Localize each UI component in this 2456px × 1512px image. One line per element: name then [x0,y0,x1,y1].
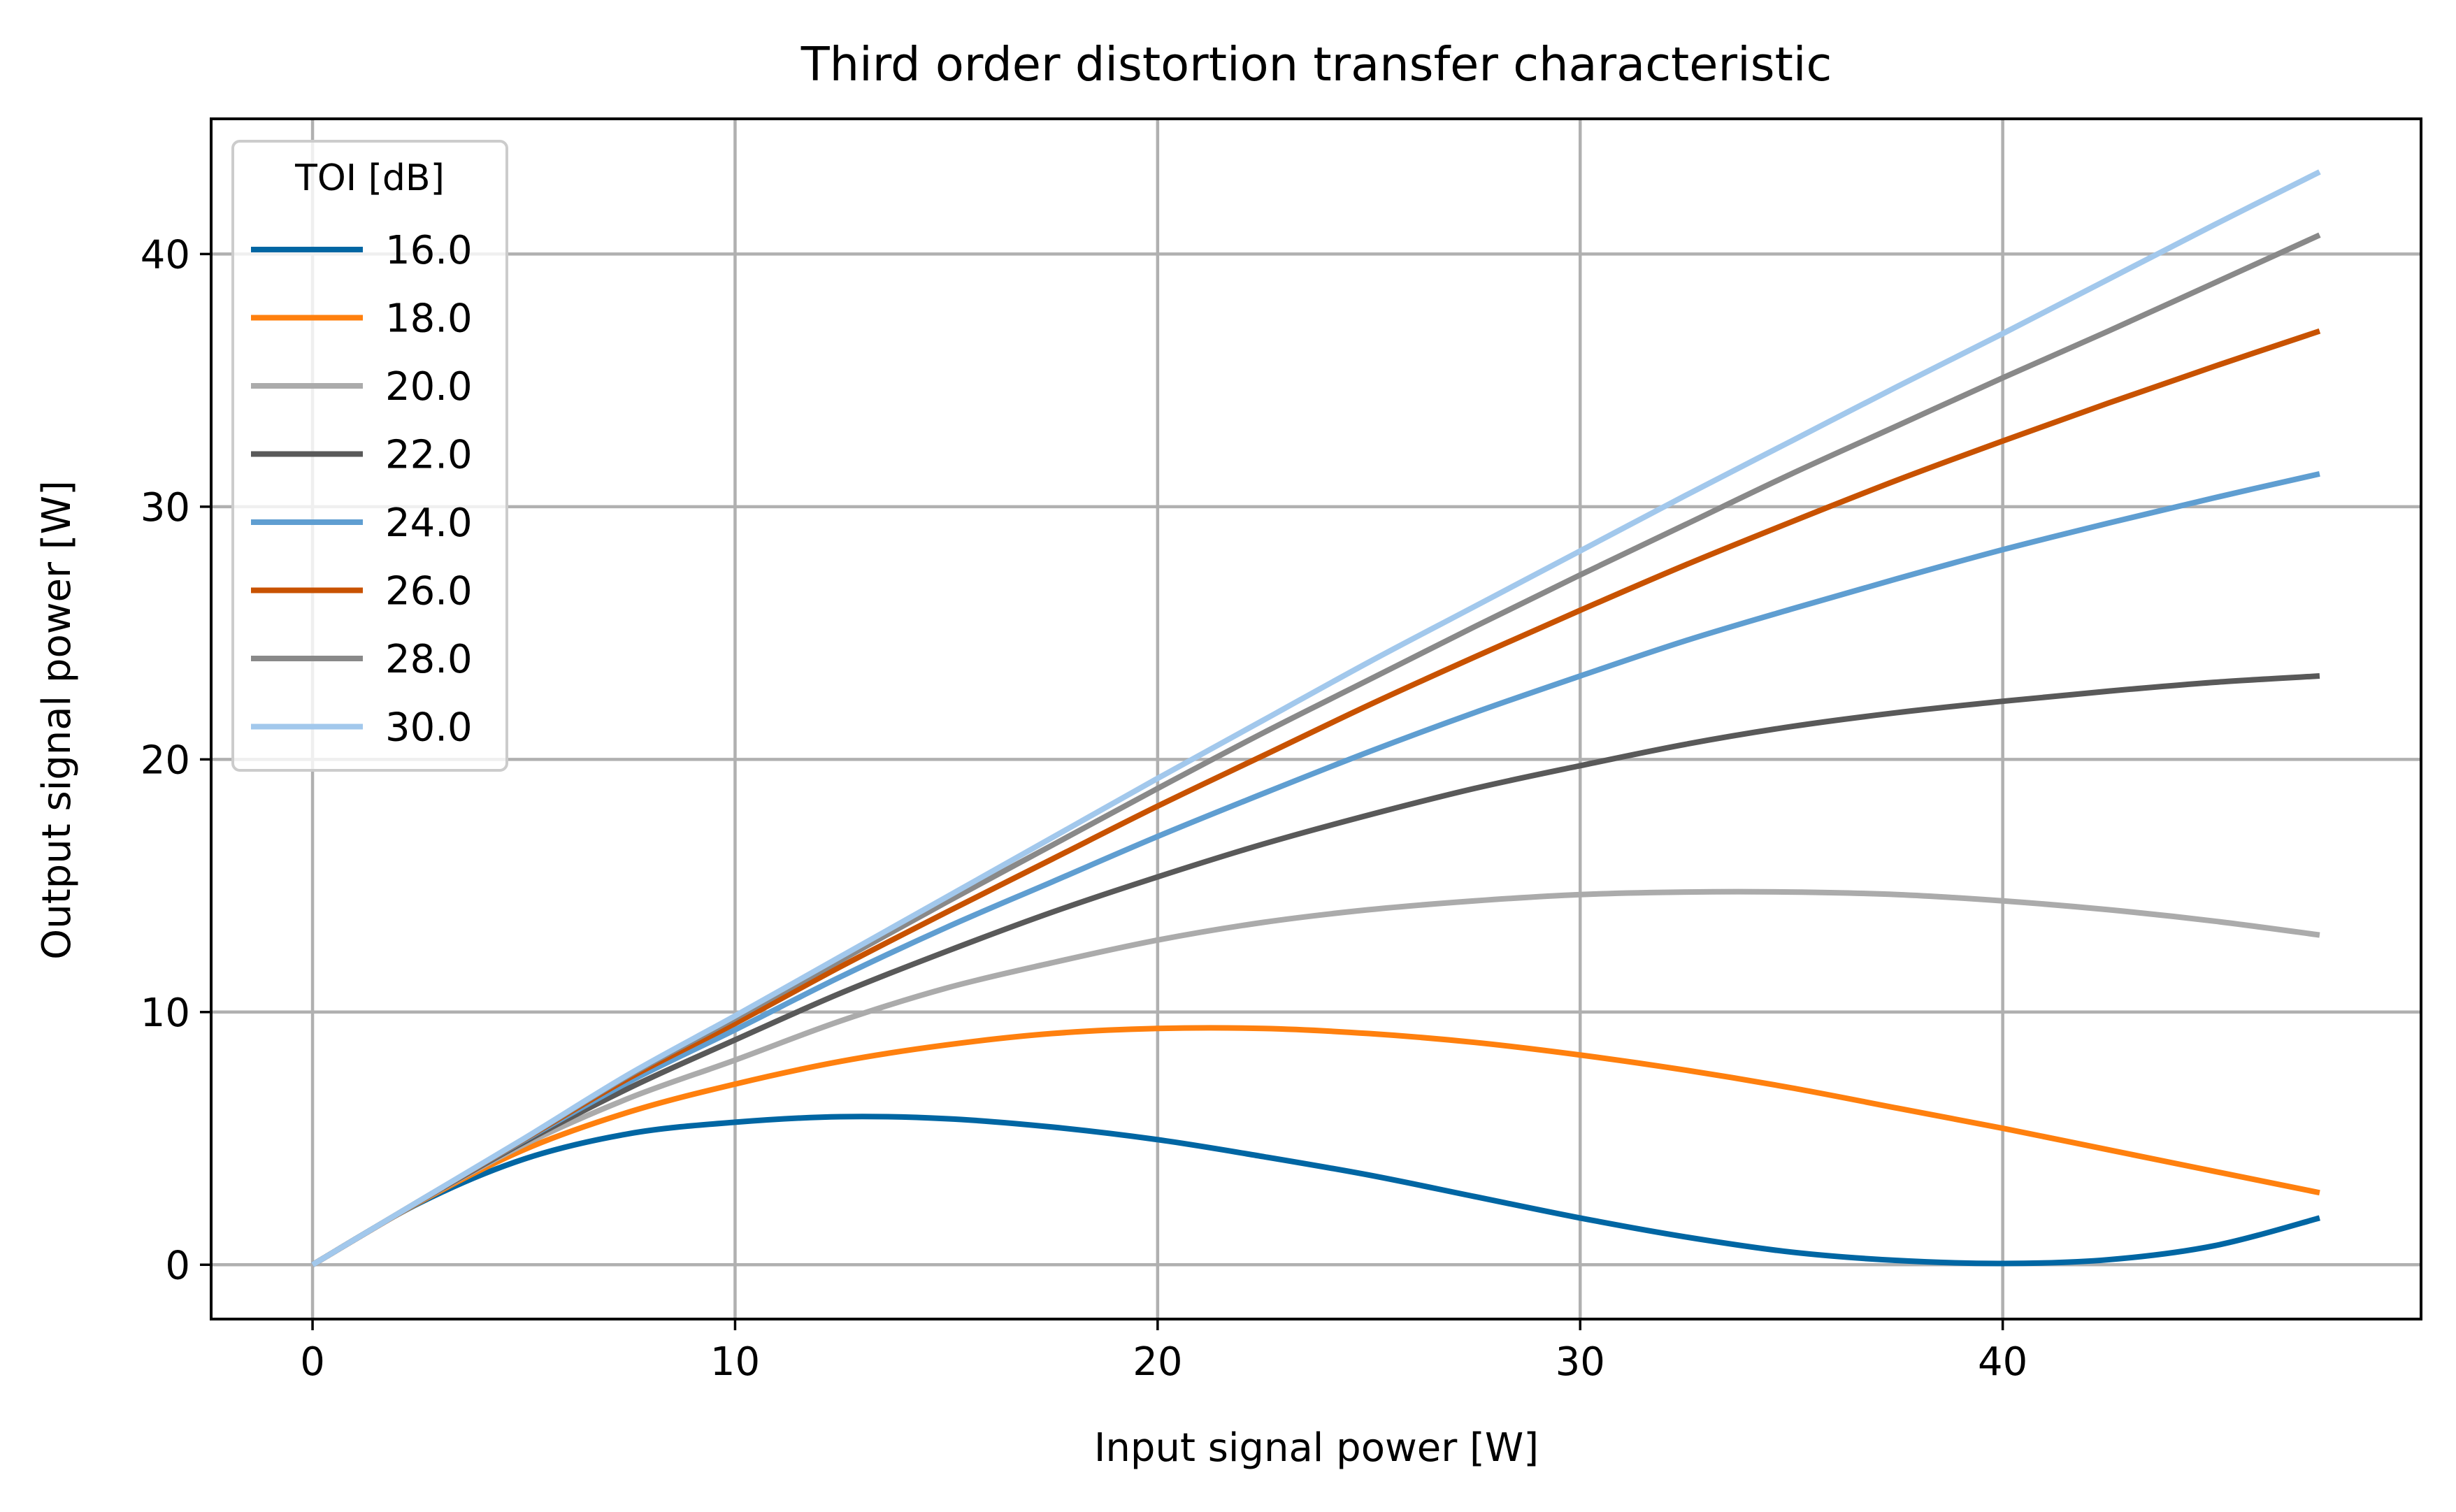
legend-entry-label: 22.0 [385,433,473,478]
y-tick-label: 30 [141,485,190,531]
x-tick-label: 10 [710,1339,760,1385]
legend-entry-label: 18.0 [385,296,473,342]
grid [211,119,2421,1319]
chart-title: Third order distortion transfer characte… [800,37,1832,92]
y-tick-label: 0 [165,1243,190,1288]
plot-area-frame [210,117,2422,1320]
y-tick-label: 20 [141,737,190,783]
legend-entry-label: 28.0 [385,637,473,682]
x-tick-label: 0 [300,1339,325,1385]
y-tick-label: 10 [141,991,190,1036]
series-lines [311,169,2321,1267]
x-tick-label: 30 [1556,1339,1605,1385]
y-axis-label: Output signal power [W] [34,480,80,960]
legend-entry-label: 20.0 [385,364,473,410]
legend-entry-label: 16.0 [385,228,473,273]
legend: TOI [dB] 16.0 18.0 20.0 22.0 24.0 26.0 28.0 30.0 [231,140,508,772]
legend-box [231,140,508,772]
legend-entry-label: 26.0 [385,569,473,614]
y-tick-label: 40 [141,232,190,278]
axis-ticks: 0 10 20 30 40 0 10 20 30 40 [141,232,2028,1385]
legend-entry-label: 30.0 [385,705,473,751]
series-line-22-0 [311,673,2320,1267]
series-line-16-0 [311,1114,2320,1267]
x-axis-label: Input signal power [W] [1094,1425,1539,1471]
series-line-30-0 [311,169,2321,1267]
series-line-24-0 [311,470,2320,1267]
x-tick-label: 40 [1978,1339,2027,1385]
x-tick-label: 20 [1133,1339,1182,1385]
series-line-18-0 [311,1025,2320,1267]
legend-entry-label: 24.0 [385,501,473,546]
legend-title: TOI [dB] [294,157,445,199]
series-line-20-0 [311,888,2320,1267]
